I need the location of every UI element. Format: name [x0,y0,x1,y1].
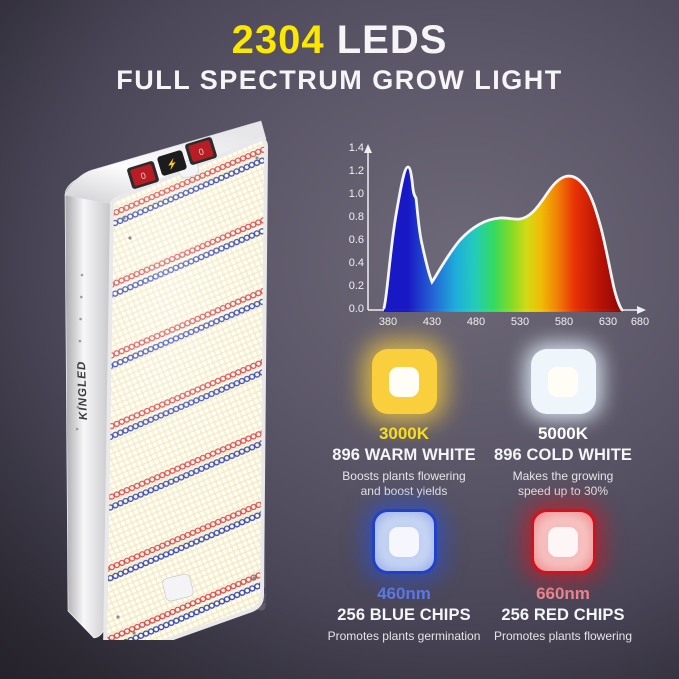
svg-text:380: 380 [379,316,397,328]
svg-text:430: 430 [423,316,441,328]
svg-text:630: 630 [599,316,617,328]
svg-text:530: 530 [511,316,529,328]
svg-text:680: 680 [631,316,649,328]
svg-text:580: 580 [555,316,573,328]
svg-text:1.4: 1.4 [349,142,364,154]
svg-text:480: 480 [467,316,485,328]
svg-text:0.4: 0.4 [349,257,364,269]
svg-text:0.8: 0.8 [349,211,364,223]
svg-text:KINGLED: KINGLED [76,360,90,420]
svg-text:1.2: 1.2 [349,165,364,177]
svg-text:0.0: 0.0 [349,303,364,315]
svg-text:0.2: 0.2 [349,280,364,292]
svg-text:0.6: 0.6 [349,234,364,246]
svg-text:1.0: 1.0 [349,188,364,200]
